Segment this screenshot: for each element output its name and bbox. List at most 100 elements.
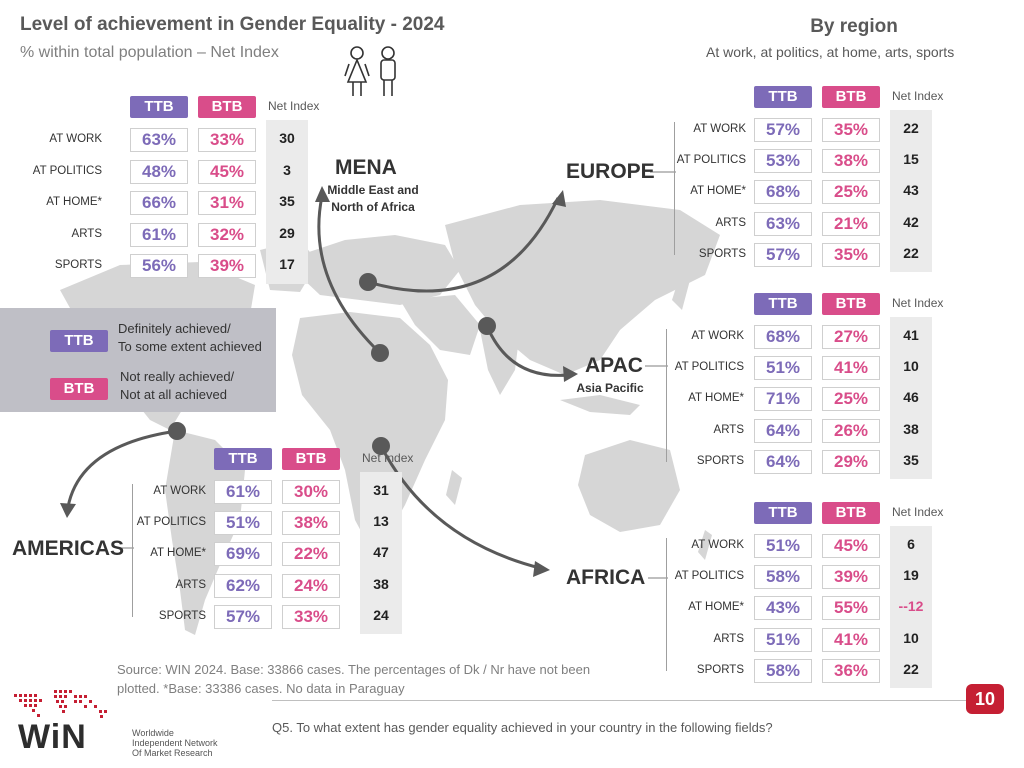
americas-row-label: AT HOME* bbox=[150, 547, 206, 560]
india-shape bbox=[480, 330, 520, 395]
mena-row-label: AT HOME* bbox=[46, 196, 102, 208]
source-line-1: Source: WIN 2024. Base: 33866 cases. The… bbox=[117, 662, 591, 677]
americas-row-label: AT WORK bbox=[153, 485, 206, 497]
mena-description-line-2: North of Africa bbox=[331, 200, 415, 214]
europe-ttb-value: 57% bbox=[754, 242, 812, 267]
dot-mena bbox=[371, 344, 389, 362]
apac-net-index-value: 38 bbox=[903, 420, 919, 437]
arrow-mena bbox=[317, 195, 382, 355]
apac-btb-value: 26% bbox=[822, 418, 880, 443]
africa-row-label: AT POLITICS bbox=[674, 570, 744, 583]
arrow-apac bbox=[485, 325, 569, 377]
americas-table: TTB BTB Net Index AT WORK 61% 30% 31 AT POLITIC… bbox=[132, 448, 413, 636]
europe-btb-value: 25% bbox=[822, 180, 880, 205]
page-number: 10 bbox=[966, 684, 1004, 714]
africa-btb-value: 45% bbox=[822, 534, 880, 558]
europe-net-index-value: 22 bbox=[903, 244, 919, 261]
europe-net-index-column bbox=[890, 110, 932, 272]
apac-btb-value: 25% bbox=[822, 387, 880, 412]
mena-net-index-value: 29 bbox=[279, 224, 295, 241]
mena-row-label: SPORTS bbox=[54, 259, 102, 271]
arrow-africa bbox=[379, 445, 541, 570]
mena-net-index-header: Net Index bbox=[268, 99, 320, 113]
mena-net-index-value: 30 bbox=[279, 130, 295, 146]
legend-ttb-text: Definitely achieved/ To some extent achi… bbox=[118, 320, 262, 356]
mena-btb-value: 45% bbox=[198, 159, 256, 184]
americas-btb-header: BTB bbox=[282, 448, 340, 470]
africa-row-label: SPORTS bbox=[696, 663, 744, 676]
americas-btb-value: 33% bbox=[282, 604, 340, 629]
americas-row-label: SPORTS bbox=[158, 609, 206, 622]
americas-bracket bbox=[132, 484, 133, 617]
africa-row-label: ARTS bbox=[713, 632, 744, 645]
mena-row-label: AT WORK bbox=[49, 133, 102, 145]
legend-btb-line-2: Not at all achieved bbox=[120, 387, 227, 402]
apac-region-name: APAC bbox=[585, 354, 643, 377]
mena-net-index-column bbox=[266, 120, 308, 284]
apac-net-index-header: Net Index bbox=[892, 296, 944, 310]
source-line-2: plotted. *Base: 33386 cases. No data in … bbox=[117, 681, 405, 696]
europe-net-index-value: 42 bbox=[903, 213, 919, 230]
apac-net-index-value: 46 bbox=[903, 389, 919, 406]
apac-ttb-value: 64% bbox=[754, 449, 812, 474]
apac-row-label: SPORTS bbox=[696, 454, 744, 467]
apac-btb-value: 29% bbox=[822, 449, 880, 474]
mena-row-label: AT POLITICS bbox=[32, 164, 102, 177]
apac-btb-value: 41% bbox=[822, 356, 880, 381]
africa-btb-value: 55% bbox=[822, 596, 880, 621]
europe-btb-value: 21% bbox=[822, 211, 880, 236]
apac-ttb-header: TTB bbox=[754, 293, 812, 315]
region-heading: By region bbox=[810, 16, 898, 37]
africa-ttb-value: 51% bbox=[754, 534, 812, 558]
mena-net-index-value: 3 bbox=[283, 161, 291, 178]
apac-btb-header: BTB bbox=[822, 293, 880, 315]
mena-region-description: Middle East and North of Africa bbox=[318, 182, 428, 216]
americas-net-index-value: 31 bbox=[373, 482, 389, 498]
americas-btb-value: 38% bbox=[282, 511, 340, 536]
mena-ttb-value: 66% bbox=[130, 191, 188, 215]
europe-net-index-value: 22 bbox=[903, 120, 919, 136]
arrow-europe bbox=[367, 197, 560, 293]
logo-tagline-line-3: Of Market Research bbox=[132, 748, 213, 758]
americas-btb-value: 30% bbox=[282, 480, 340, 504]
europe-net-index-value: 43 bbox=[903, 182, 919, 199]
africa-ttb-value: 51% bbox=[754, 627, 812, 652]
africa-net-index-value: 10 bbox=[903, 629, 919, 646]
mena-net-index-value: 17 bbox=[279, 256, 295, 272]
apac-ttb-value: 51% bbox=[754, 356, 812, 381]
mena-ttb-value: 63% bbox=[130, 128, 188, 152]
logo-tagline: Worldwide Independent Network Of Market … bbox=[132, 728, 218, 758]
africa-row-label: AT WORK bbox=[691, 539, 744, 551]
mena-description-line-1: Middle East and bbox=[327, 183, 419, 197]
europe-btb-value: 35% bbox=[822, 242, 880, 267]
mena-btb-header: BTB bbox=[198, 96, 256, 118]
logo-tagline-line-2: Independent Network bbox=[132, 738, 218, 748]
madagascar-shape bbox=[446, 470, 462, 505]
question-text: Q5. To what extent has gender equality a… bbox=[272, 720, 773, 735]
africa-row-label: AT HOME* bbox=[688, 601, 744, 614]
africa-btb-value: 39% bbox=[822, 565, 880, 590]
gender-icon bbox=[344, 46, 396, 96]
europe-region-name: EUROPE bbox=[566, 160, 655, 183]
apac-row-label: AT WORK bbox=[691, 330, 744, 342]
apac-ttb-value: 64% bbox=[754, 418, 812, 443]
mena-btb-value: 33% bbox=[198, 128, 256, 152]
arrow-americas bbox=[66, 429, 178, 508]
africa-ttb-value: 58% bbox=[754, 658, 812, 683]
europe-shape bbox=[300, 235, 460, 305]
europe-ttb-header: TTB bbox=[754, 86, 812, 108]
europe-ttb-value: 57% bbox=[754, 118, 812, 142]
americas-region-name: AMERICAS bbox=[12, 537, 125, 560]
mena-region-name: MENA bbox=[335, 156, 397, 179]
americas-row-label: AT POLITICS bbox=[136, 516, 206, 529]
page-title: Level of achievement in Gender Equality … bbox=[20, 14, 445, 35]
europe-net-index-header: Net Index bbox=[892, 89, 944, 103]
americas-ttb-value: 61% bbox=[214, 480, 272, 504]
africa-region-name: AFRICA bbox=[566, 566, 646, 589]
europe-ttb-value: 68% bbox=[754, 180, 812, 205]
europe-row-label: AT HOME* bbox=[690, 185, 746, 198]
mena-ttb-value: 61% bbox=[130, 222, 188, 247]
africa-btb-header: BTB bbox=[822, 502, 880, 524]
mena-ttb-value: 56% bbox=[130, 254, 188, 278]
africa-btb-value: 41% bbox=[822, 627, 880, 652]
